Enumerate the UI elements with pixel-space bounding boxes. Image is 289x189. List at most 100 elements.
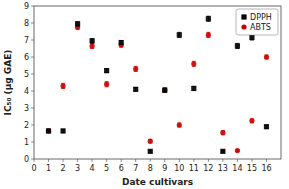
x-tick [106, 159, 107, 162]
x-tick [222, 159, 223, 162]
y-tick-label: 4 [24, 87, 29, 96]
point [46, 128, 51, 133]
error-bar [206, 32, 210, 37]
error-bar [119, 41, 123, 45]
y-tick [31, 159, 34, 160]
error-bar [177, 32, 181, 37]
y-tick-label: 3 [24, 104, 29, 113]
point [220, 149, 225, 154]
point [206, 16, 211, 21]
y-tick-label: 6 [24, 53, 29, 62]
x-axis-label: Date cultivars [122, 177, 193, 187]
y-tick [31, 6, 34, 7]
point [162, 88, 167, 93]
point [177, 122, 182, 127]
point [148, 139, 153, 144]
point [264, 124, 269, 129]
legend-label: DPPH [250, 13, 272, 22]
point [162, 88, 167, 93]
point [46, 128, 51, 133]
y-tick [31, 57, 34, 58]
legend-frame [236, 9, 278, 35]
plot-frame [34, 6, 281, 159]
y-tick [31, 125, 34, 126]
legend-marker [241, 24, 246, 29]
error-bar [177, 123, 181, 127]
x-tick-label: 8 [148, 164, 153, 173]
point [177, 32, 182, 37]
point [104, 82, 109, 87]
x-tick-label: 7 [133, 164, 138, 173]
error-bar [90, 39, 94, 43]
x-tick-label: 3 [75, 164, 80, 173]
legend-label: ABTS [250, 23, 271, 32]
x-tick-label: 6 [119, 164, 124, 173]
point [60, 83, 65, 88]
x-tick [77, 159, 78, 162]
chart: 0123456789101112131415160123456789Date c… [0, 0, 289, 189]
error-bar [264, 55, 268, 59]
point [119, 40, 124, 45]
error-bar [61, 129, 65, 132]
x-tick-label: 0 [31, 164, 36, 173]
y-tick-label: 8 [24, 19, 29, 28]
point [133, 66, 138, 71]
point [235, 148, 240, 153]
error-bar [264, 125, 268, 128]
error-bar [134, 66, 138, 71]
x-tick [63, 159, 64, 162]
point [60, 128, 65, 133]
x-tick [135, 159, 136, 162]
x-tick [121, 159, 122, 162]
y-tick [31, 142, 34, 143]
error-bar [76, 22, 80, 26]
point [220, 130, 225, 135]
y-axis-label: IC₅₀ (μg GAE) [3, 50, 13, 116]
x-tick [193, 159, 194, 162]
point [206, 32, 211, 37]
error-bar [250, 35, 254, 40]
x-tick-label: 1 [46, 164, 51, 173]
x-tick [179, 159, 180, 162]
x-tick [34, 159, 35, 162]
error-bar [47, 129, 51, 132]
x-tick [266, 159, 267, 162]
x-tick-label: 10 [174, 164, 184, 173]
series-0 [46, 16, 269, 154]
x-tick-label: 9 [162, 164, 167, 173]
point [191, 61, 196, 66]
y-tick [31, 108, 34, 109]
y-tick-label: 7 [24, 36, 29, 45]
point [75, 21, 80, 26]
point [148, 149, 153, 154]
x-tick [48, 159, 49, 162]
x-tick [251, 159, 252, 162]
point [90, 43, 95, 48]
x-tick [164, 159, 165, 162]
y-tick-label: 5 [24, 70, 29, 79]
point [249, 35, 254, 40]
point [104, 68, 109, 73]
x-tick-label: 12 [203, 164, 213, 173]
error-bar [221, 131, 225, 135]
point [249, 118, 254, 123]
legend-marker [241, 14, 246, 19]
error-bar [192, 61, 196, 66]
x-tick-label: 14 [232, 164, 242, 173]
x-tick-label: 16 [261, 164, 271, 173]
x-tick-label: 13 [218, 164, 228, 173]
y-tick-label: 2 [24, 121, 29, 130]
error-bar [61, 83, 65, 88]
error-bar [250, 119, 254, 123]
y-tick-label: 1 [24, 138, 29, 147]
x-tick [150, 159, 151, 162]
point [133, 87, 138, 92]
x-tick-label: 11 [189, 164, 199, 173]
error-bar [105, 69, 109, 73]
error-bar [206, 16, 210, 21]
y-tick-label: 0 [24, 155, 29, 164]
x-tick [92, 159, 93, 162]
error-bar [163, 88, 167, 92]
x-tick-label: 5 [104, 164, 109, 173]
error-bar [192, 86, 196, 90]
